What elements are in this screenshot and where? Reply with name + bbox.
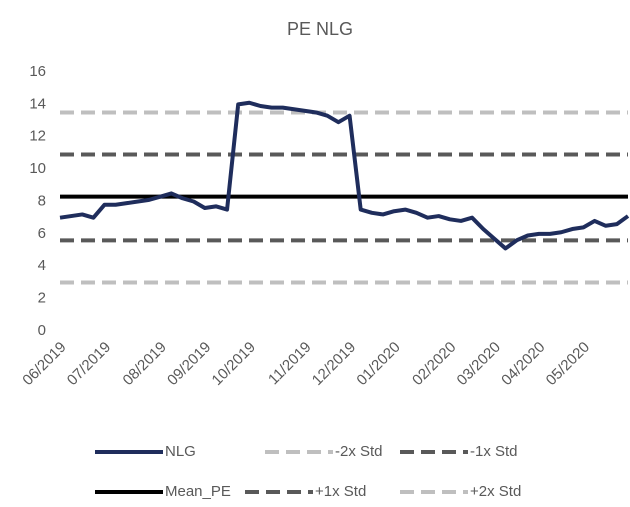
x-tick-label: 01/2020 [353, 339, 403, 389]
legend-label: -2x Std [335, 443, 383, 460]
x-tick-label: 03/2020 [454, 339, 504, 389]
legend-label: +2x Std [470, 483, 521, 500]
x-tick-label: 10/2019 [209, 339, 259, 389]
legend-label: +1x Std [315, 483, 366, 500]
y-tick-label: 12 [29, 128, 46, 145]
legend-label: NLG [165, 443, 196, 460]
y-tick-label: 6 [38, 225, 46, 242]
y-tick-label: 8 [38, 192, 46, 209]
x-tick-label: 08/2019 [119, 339, 169, 389]
x-tick-label: 12/2019 [309, 339, 359, 389]
data-line [59, 100, 630, 251]
legend-label: -1x Std [470, 443, 518, 460]
x-tick-label: 02/2020 [409, 339, 459, 389]
y-tick-label: 14 [29, 95, 46, 112]
x-tick-label: 04/2020 [498, 339, 548, 389]
x-tick-label: 05/2020 [543, 339, 593, 389]
y-tick-label: 2 [38, 290, 46, 307]
x-tick-label: 07/2019 [64, 339, 114, 389]
x-tick-label: 06/2019 [19, 339, 69, 389]
y-tick-label: 0 [38, 322, 46, 339]
legend-label: Mean_PE [165, 483, 231, 500]
chart-title: PE NLG [287, 19, 353, 39]
y-tick-label: 10 [29, 160, 46, 177]
x-tick-label: 11/2019 [265, 339, 315, 389]
y-tick-label: 4 [38, 257, 46, 274]
x-tick-label: 09/2019 [164, 339, 214, 389]
y-tick-label: 16 [29, 63, 46, 80]
